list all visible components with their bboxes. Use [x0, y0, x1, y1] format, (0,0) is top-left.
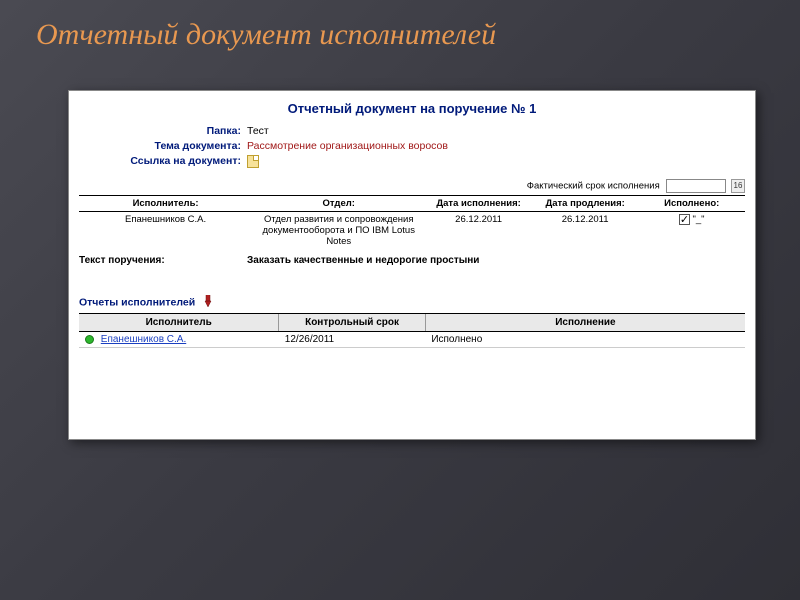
deadline-block: Фактический срок исполнения 16	[69, 173, 755, 195]
cell-done: "_"	[638, 212, 745, 250]
calendar-icon[interactable]: 16	[731, 179, 745, 193]
document-header: Отчетный документ на поручение № 1	[69, 91, 755, 124]
cell2-deadline: 12/26/2011	[279, 332, 426, 348]
col-performer: Исполнитель:	[79, 196, 252, 212]
cell-performer: Епанешников С.А.	[79, 212, 252, 250]
done-mark: "_"	[693, 214, 705, 225]
cell2-status: Исполнено	[425, 332, 745, 348]
col-exec-date: Дата исполнения:	[425, 196, 532, 212]
col-ext-date: Дата продления:	[532, 196, 639, 212]
col-dept: Отдел:	[252, 196, 425, 212]
col2-deadline: Контрольный срок	[279, 314, 426, 332]
meta-row-doclink: Ссылка на документ:	[79, 154, 745, 169]
subject-label: Тема документа:	[79, 139, 247, 154]
deadline-input[interactable]	[666, 179, 726, 193]
assignment-table: Исполнитель: Отдел: Дата исполнения: Дат…	[79, 195, 745, 249]
cell-ext-date: 26.12.2011	[532, 212, 639, 250]
task-text-row: Текст поручения: Заказать качественные и…	[69, 249, 755, 268]
performer-link[interactable]: Епанешников С.А.	[101, 334, 186, 345]
task-text-label: Текст поручения:	[79, 255, 247, 266]
folder-value: Тест	[247, 124, 745, 139]
doclink-label: Ссылка на документ:	[79, 154, 247, 169]
meta-row-folder: Папка: Тест	[79, 124, 745, 139]
col-done: Исполнено:	[638, 196, 745, 212]
table-row: Епанешников С.А. Отдел развития и сопров…	[79, 212, 745, 250]
slide-title: Отчетный документ исполнителей	[36, 18, 496, 52]
arrow-down-icon	[204, 294, 216, 311]
reports-header: Отчеты исполнителей	[79, 294, 745, 311]
table-header-row: Исполнитель: Отдел: Дата исполнения: Дат…	[79, 196, 745, 212]
subject-value: Рассмотрение организационных воросов	[247, 139, 745, 154]
meta-block: Папка: Тест Тема документа: Рассмотрение…	[69, 124, 755, 173]
cell-dept: Отдел развития и сопровождения документо…	[252, 212, 425, 250]
table-header-row: Исполнитель Контрольный срок Исполнение	[79, 314, 745, 332]
cell2-performer[interactable]: Епанешников С.А.	[79, 332, 279, 348]
task-text-value: Заказать качественные и недорогие просты…	[247, 255, 745, 266]
document-icon[interactable]	[247, 155, 259, 168]
reports-table: Исполнитель Контрольный срок Исполнение …	[79, 313, 745, 348]
table-row: Епанешников С.А. 12/26/2011 Исполнено	[79, 332, 745, 348]
meta-row-subject: Тема документа: Рассмотрение организацио…	[79, 139, 745, 154]
col2-performer: Исполнитель	[79, 314, 279, 332]
reports-title: Отчеты исполнителей	[79, 296, 195, 308]
folder-label: Папка:	[79, 124, 247, 139]
col2-status: Исполнение	[425, 314, 745, 332]
doclink-value[interactable]	[247, 154, 745, 169]
document-window: Отчетный документ на поручение № 1 Папка…	[68, 90, 756, 440]
deadline-label: Фактический срок исполнения	[527, 181, 660, 192]
done-checkbox[interactable]	[679, 214, 690, 225]
cell-exec-date: 26.12.2011	[425, 212, 532, 250]
status-dot-icon	[85, 335, 94, 344]
